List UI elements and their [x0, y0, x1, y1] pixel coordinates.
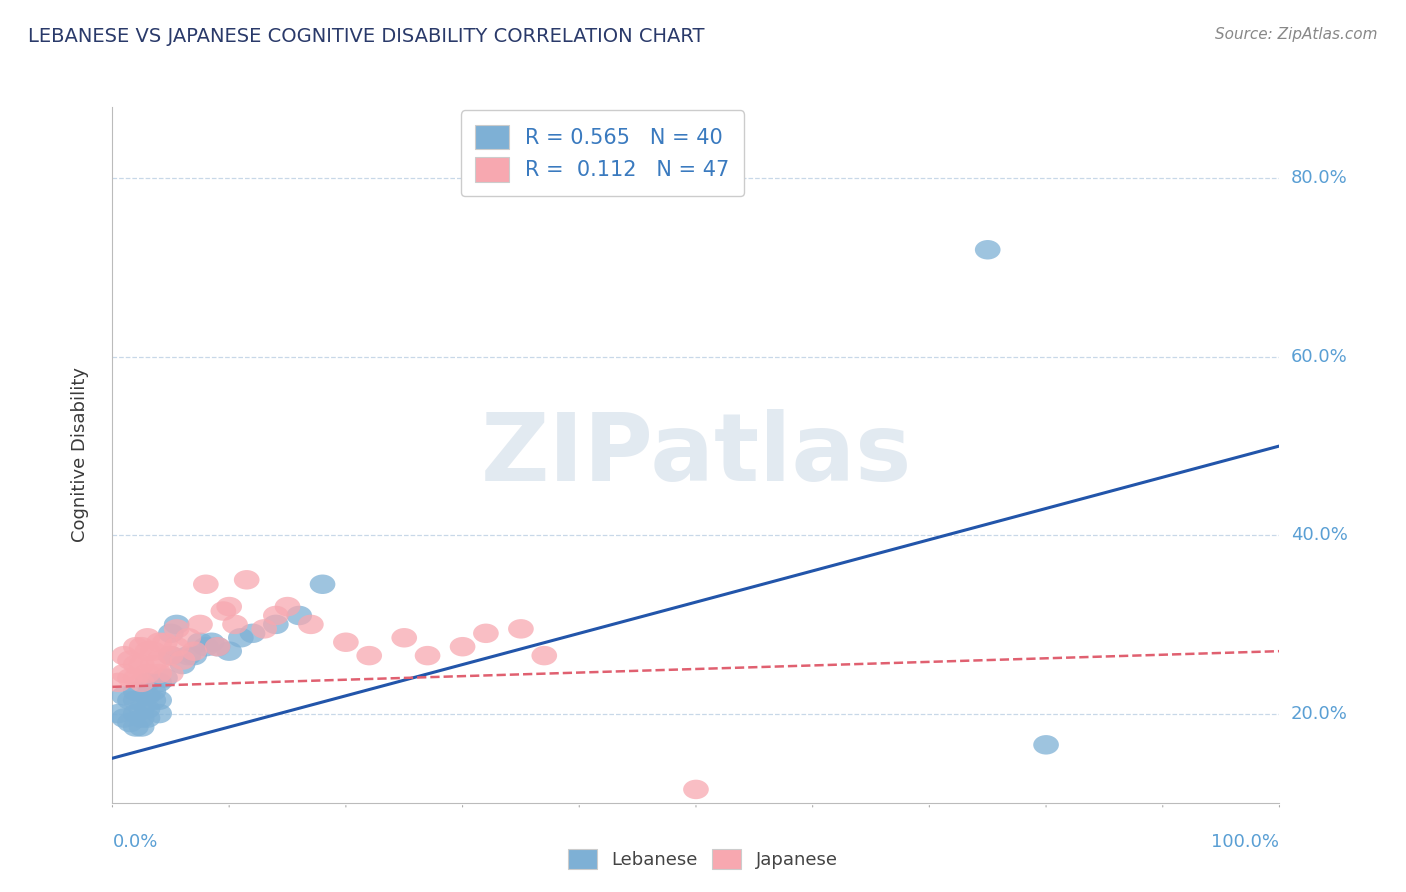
Ellipse shape — [135, 628, 160, 648]
Ellipse shape — [111, 686, 136, 706]
Ellipse shape — [333, 632, 359, 652]
Ellipse shape — [152, 668, 177, 688]
Ellipse shape — [122, 704, 149, 723]
Ellipse shape — [217, 641, 242, 661]
Ellipse shape — [170, 655, 195, 674]
Ellipse shape — [170, 650, 195, 670]
Ellipse shape — [152, 632, 177, 652]
Ellipse shape — [222, 615, 247, 634]
Ellipse shape — [111, 664, 136, 683]
Text: ZIPatlas: ZIPatlas — [481, 409, 911, 501]
Ellipse shape — [135, 664, 160, 683]
Ellipse shape — [122, 690, 149, 710]
Ellipse shape — [117, 650, 143, 670]
Text: 80.0%: 80.0% — [1291, 169, 1347, 187]
Ellipse shape — [205, 637, 231, 657]
Ellipse shape — [122, 681, 149, 701]
Ellipse shape — [176, 628, 201, 648]
Ellipse shape — [239, 624, 266, 643]
Ellipse shape — [198, 632, 225, 652]
Ellipse shape — [508, 619, 534, 639]
Ellipse shape — [263, 615, 288, 634]
Ellipse shape — [415, 646, 440, 665]
Ellipse shape — [135, 699, 160, 719]
Ellipse shape — [193, 574, 219, 594]
Ellipse shape — [135, 686, 160, 706]
Legend: Lebanese, Japanese: Lebanese, Japanese — [560, 839, 846, 879]
Ellipse shape — [391, 628, 418, 648]
Ellipse shape — [129, 717, 155, 737]
Ellipse shape — [298, 615, 323, 634]
Ellipse shape — [187, 615, 212, 634]
Ellipse shape — [117, 713, 143, 732]
Ellipse shape — [531, 646, 557, 665]
Ellipse shape — [450, 637, 475, 657]
Ellipse shape — [146, 650, 172, 670]
Ellipse shape — [165, 619, 190, 639]
Ellipse shape — [263, 606, 288, 625]
Ellipse shape — [141, 655, 166, 674]
Ellipse shape — [146, 690, 172, 710]
Ellipse shape — [165, 637, 190, 657]
Ellipse shape — [157, 664, 184, 683]
Text: 20.0%: 20.0% — [1291, 705, 1347, 723]
Ellipse shape — [105, 704, 131, 723]
Ellipse shape — [217, 597, 242, 616]
Ellipse shape — [187, 632, 212, 652]
Ellipse shape — [193, 637, 219, 657]
Ellipse shape — [141, 690, 166, 710]
Ellipse shape — [111, 646, 136, 665]
Ellipse shape — [129, 655, 155, 674]
Legend: R = 0.565   N = 40, R =  0.112   N = 47: R = 0.565 N = 40, R = 0.112 N = 47 — [461, 111, 744, 196]
Ellipse shape — [129, 673, 155, 692]
Text: 100.0%: 100.0% — [1212, 833, 1279, 851]
Ellipse shape — [135, 641, 160, 661]
Ellipse shape — [135, 708, 160, 728]
Y-axis label: Cognitive Disability: Cognitive Disability — [70, 368, 89, 542]
Ellipse shape — [141, 681, 166, 701]
Ellipse shape — [146, 664, 172, 683]
Ellipse shape — [129, 708, 155, 728]
Text: Source: ZipAtlas.com: Source: ZipAtlas.com — [1215, 27, 1378, 42]
Ellipse shape — [122, 668, 149, 688]
Ellipse shape — [287, 606, 312, 625]
Ellipse shape — [117, 690, 143, 710]
Text: 0.0%: 0.0% — [112, 833, 157, 851]
Ellipse shape — [974, 240, 1001, 260]
Ellipse shape — [176, 646, 201, 665]
Ellipse shape — [122, 655, 149, 674]
Ellipse shape — [472, 624, 499, 643]
Ellipse shape — [356, 646, 382, 665]
Ellipse shape — [157, 646, 184, 665]
Ellipse shape — [157, 624, 184, 643]
Ellipse shape — [135, 673, 160, 692]
Ellipse shape — [105, 673, 131, 692]
Text: LEBANESE VS JAPANESE COGNITIVE DISABILITY CORRELATION CHART: LEBANESE VS JAPANESE COGNITIVE DISABILIT… — [28, 27, 704, 45]
Ellipse shape — [252, 619, 277, 639]
Ellipse shape — [181, 646, 207, 665]
Text: 60.0%: 60.0% — [1291, 348, 1347, 366]
Ellipse shape — [122, 717, 149, 737]
Ellipse shape — [129, 637, 155, 657]
Ellipse shape — [228, 628, 253, 648]
Ellipse shape — [165, 615, 190, 634]
Ellipse shape — [122, 637, 149, 657]
Ellipse shape — [146, 673, 172, 692]
Ellipse shape — [146, 704, 172, 723]
Ellipse shape — [233, 570, 260, 590]
Ellipse shape — [309, 574, 336, 594]
Text: 40.0%: 40.0% — [1291, 526, 1347, 544]
Ellipse shape — [683, 780, 709, 799]
Ellipse shape — [157, 646, 184, 665]
Ellipse shape — [146, 632, 172, 652]
Ellipse shape — [1033, 735, 1059, 755]
Ellipse shape — [141, 641, 166, 661]
Ellipse shape — [211, 601, 236, 621]
Ellipse shape — [129, 699, 155, 719]
Ellipse shape — [111, 708, 136, 728]
Ellipse shape — [205, 637, 231, 657]
Ellipse shape — [274, 597, 301, 616]
Ellipse shape — [117, 668, 143, 688]
Ellipse shape — [181, 641, 207, 661]
